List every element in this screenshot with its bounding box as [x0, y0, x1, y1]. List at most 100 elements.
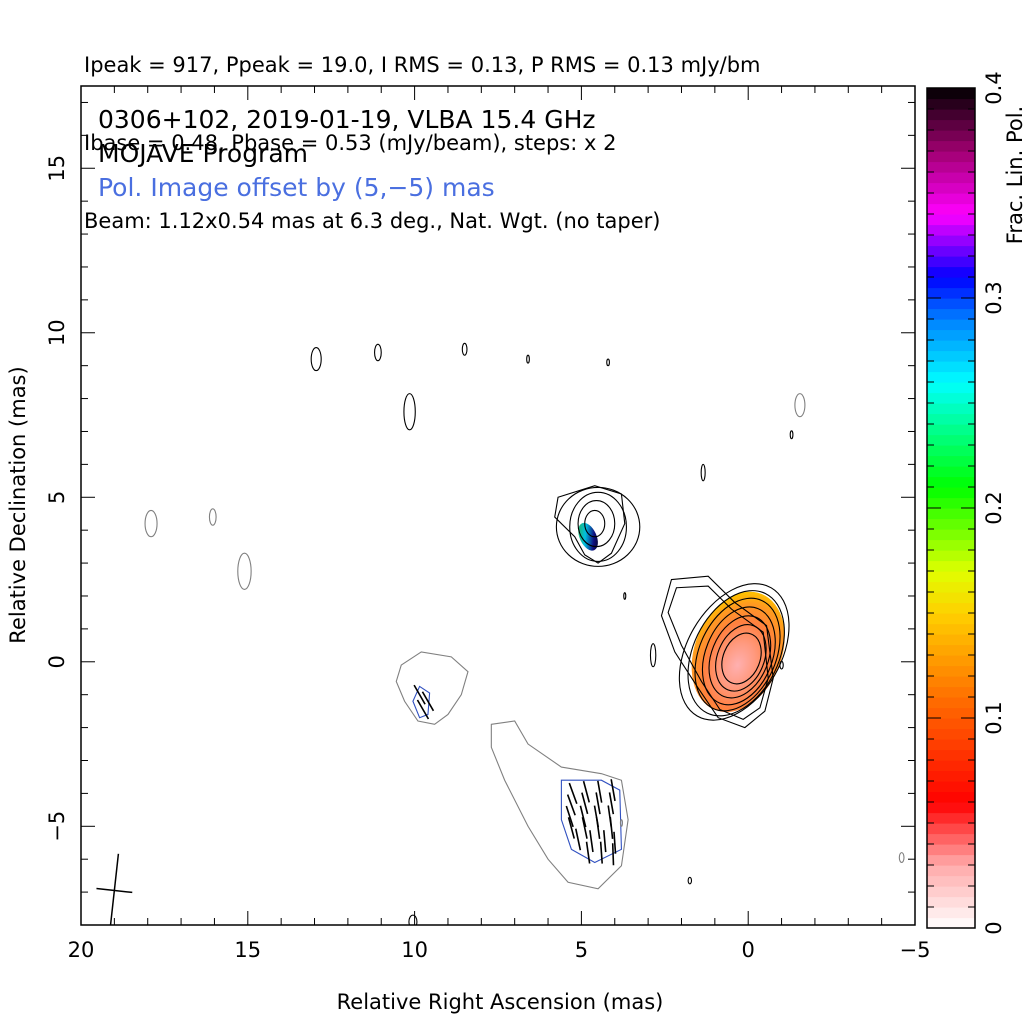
colorbar-band: [927, 560, 975, 572]
colorbar-band: [927, 508, 975, 520]
knot-contour: [584, 509, 606, 538]
evpa-vector: [610, 779, 616, 802]
colorbar-band: [927, 434, 975, 446]
y-tick-label: 15: [45, 155, 69, 182]
colorbar-band: [927, 214, 975, 226]
colorbar-band: [927, 854, 975, 866]
y-tick-label: 10: [45, 319, 69, 346]
colorbar-band: [927, 791, 975, 803]
evpa-vector: [609, 816, 614, 839]
stokes-i-contour-island: [310, 347, 322, 372]
colorbar-band: [927, 382, 975, 394]
x-tick-label: 5: [575, 938, 588, 962]
colorbar-band: [927, 634, 975, 646]
x-tick-label: 20: [68, 938, 95, 962]
pol-contour-island: [619, 819, 623, 827]
colorbar-band: [927, 865, 975, 877]
colorbar-band: [927, 623, 975, 635]
colorbar-band: [927, 844, 975, 856]
evpa-vector: [416, 699, 430, 720]
colorbar-band: [927, 109, 975, 121]
colorbar-band: [927, 319, 975, 331]
colorbar: 0 0.1 0.2 0.3 0.4 Frac. Lin. Pol.: [926, 71, 1027, 935]
core-contour: [701, 606, 776, 706]
colorbar-band: [927, 812, 975, 824]
pol-contour-island: [208, 508, 217, 526]
x-tick-label: −5: [900, 938, 931, 962]
colorbar-band: [927, 266, 975, 278]
evpa-vector: [574, 828, 582, 851]
knot-contour-outer: [554, 485, 626, 564]
colorbar-band: [927, 823, 975, 835]
colorbar-band: [927, 592, 975, 604]
pol-contour-island: [144, 509, 158, 538]
knot-contour: [569, 491, 627, 562]
colorbar-band: [927, 445, 975, 457]
colorbar-band: [927, 665, 975, 677]
colorbar-band: [927, 655, 975, 667]
colorbar-band: [927, 98, 975, 110]
pol-contour-island: [237, 552, 252, 590]
colorbar-band: [927, 917, 975, 929]
colorbar-band: [927, 686, 975, 698]
evpa-vector: [608, 792, 615, 815]
program-annotation: MOJAVE Program: [98, 139, 308, 168]
colorbar-label: Frac. Lin. Pol.: [1003, 106, 1027, 244]
evpa-vector: [413, 684, 426, 705]
colorbar-band: [927, 256, 975, 268]
pol-contour-outer-jet: [490, 720, 629, 890]
colorbar-band: [927, 340, 975, 352]
colorbar-band: [927, 329, 975, 341]
evpa-vector: [568, 782, 578, 805]
colorbar-band: [927, 193, 975, 205]
colorbar-band: [927, 875, 975, 887]
colorbar-band: [927, 739, 975, 751]
stokes-i-contour-island: [374, 343, 382, 362]
colorbar-band: [927, 781, 975, 793]
colorbar-band: [927, 760, 975, 772]
core-contour-outer: [667, 585, 769, 720]
colorbar-band: [927, 88, 975, 100]
colorbar-tick-label: 0.1: [982, 701, 1006, 734]
source-annotation: 0306+102, 2019-01-19, VLBA 15.4 GHz: [98, 105, 596, 134]
x-tick-label: 0: [742, 938, 755, 962]
evpa-vector: [602, 830, 607, 853]
evpa-vector: [581, 817, 588, 839]
y-tick-label: −5: [45, 811, 69, 842]
colorbar-band: [927, 403, 975, 415]
colorbar-band: [927, 518, 975, 530]
colorbar-band: [927, 424, 975, 436]
colorbar-band: [927, 287, 975, 299]
core-contour: [687, 590, 785, 717]
evpa-vector: [567, 817, 576, 839]
offset-annotation: Pol. Image offset by (5,−5) mas: [98, 173, 495, 202]
colorbar-band: [927, 130, 975, 142]
colorbar-band: [927, 235, 975, 247]
colorbar-band: [927, 161, 975, 173]
core-contour-outer: [660, 575, 774, 729]
colorbar-band: [927, 571, 975, 583]
y-axis-label: Relative Declination (mas): [6, 366, 30, 643]
pol-contour-inner-jet: [560, 779, 622, 864]
evpa-vector: [597, 780, 603, 803]
evpa-vector: [589, 830, 594, 853]
evpa-vector: [582, 780, 591, 803]
stokes-i-contour-island: [526, 354, 530, 364]
colorbar-band: [927, 371, 975, 383]
colorbar-band: [927, 539, 975, 551]
x-axis-label: Relative Right Ascension (mas): [337, 990, 664, 1014]
stokes-i-contour-island: [649, 643, 657, 668]
stokes-i-contour-island: [700, 463, 706, 482]
evpa-vector: [595, 816, 601, 839]
stokes-i-contour-island: [623, 592, 627, 600]
colorbar-band: [927, 896, 975, 908]
colorbar-band: [927, 119, 975, 131]
colorbar-band: [927, 907, 975, 919]
colorbar-band: [927, 476, 975, 488]
plot-header: Ipeak = 917, Ppeak = 19.0, I RMS = 0.13,…: [84, 0, 761, 260]
colorbar-band: [927, 613, 975, 625]
x-tick-label: 10: [401, 938, 428, 962]
stokes-i-contour-island: [779, 660, 784, 670]
colorbar-band: [927, 707, 975, 719]
plot-frame: [80, 85, 916, 926]
